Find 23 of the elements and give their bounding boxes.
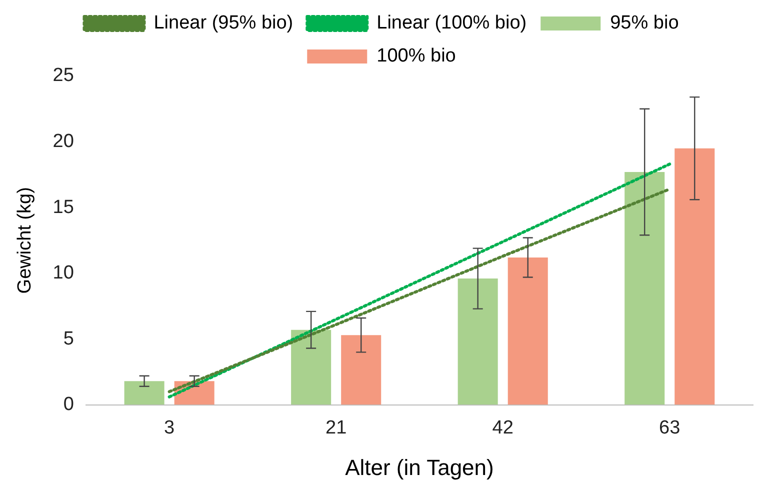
x-tick-label: 3	[164, 417, 175, 438]
legend-label: 100% bio	[376, 46, 456, 67]
bar	[674, 148, 715, 405]
bar	[341, 335, 382, 405]
bar	[291, 330, 332, 405]
y-tick-label: 15	[52, 196, 74, 218]
x-tick-label: 63	[659, 417, 680, 438]
x-axis-title: Alter (in Tagen)	[345, 454, 494, 480]
y-tick-label: 0	[63, 394, 74, 416]
y-tick-label: 25	[52, 65, 74, 86]
y-axis-title: Gewicht (kg)	[14, 187, 36, 294]
bar	[508, 258, 548, 405]
y-tick-label: 10	[52, 262, 74, 284]
x-tick-label: 21	[326, 417, 347, 438]
bar	[624, 172, 665, 405]
legend-label: Linear (100% bio)	[376, 12, 527, 34]
bar	[458, 278, 498, 405]
legend-label: Linear (95% bio)	[154, 12, 294, 34]
x-tick-label: 42	[492, 417, 514, 438]
y-tick-label: 20	[52, 130, 74, 152]
y-tick-label: 5	[63, 328, 74, 350]
bar	[124, 381, 164, 405]
legend-label: 95% bio	[610, 12, 679, 34]
